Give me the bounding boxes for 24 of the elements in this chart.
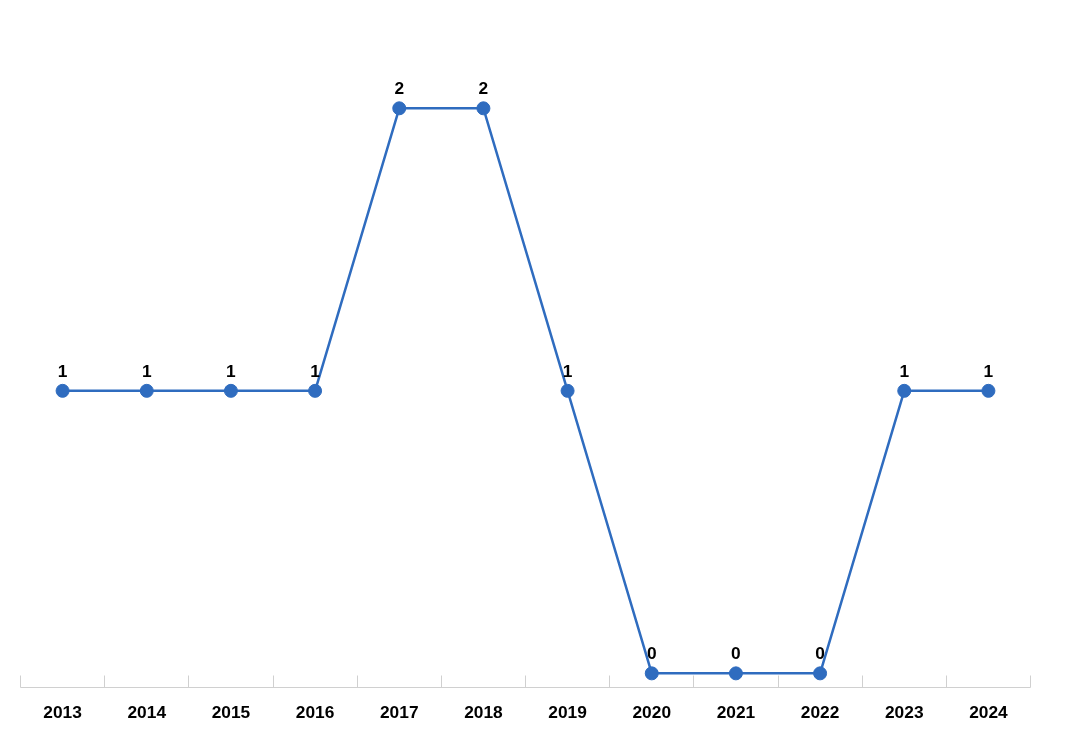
x-tick-label: 2014: [127, 701, 167, 722]
data-label: 0: [815, 643, 825, 664]
data-label: 2: [478, 78, 489, 99]
data-label: 1: [226, 360, 237, 381]
x-tick-label: 2016: [295, 701, 335, 722]
x-tick-label: 2024: [969, 701, 1009, 722]
x-tick-label: 2021: [716, 701, 756, 722]
data-label: 1: [310, 360, 321, 381]
data-label: 1: [57, 360, 68, 381]
x-tick-label: 2019: [548, 701, 587, 722]
data-label: 1: [899, 360, 910, 381]
x-tick-label: 2015: [211, 701, 251, 722]
x-tick-label: 2022: [800, 701, 840, 722]
x-tick-label: 2013: [43, 701, 83, 722]
data-label: 0: [646, 643, 657, 664]
x-tick-label: 2023: [884, 701, 924, 722]
data-label: 2: [394, 78, 405, 99]
x-tick-label: 2020: [632, 701, 672, 722]
data-label: 1: [141, 360, 152, 381]
data-label: 1: [562, 360, 573, 381]
x-tick-label: 2018: [464, 701, 504, 722]
data-label: 0: [731, 643, 741, 664]
data-label: 1: [983, 360, 994, 381]
x-tick-label: 2017: [379, 701, 419, 722]
